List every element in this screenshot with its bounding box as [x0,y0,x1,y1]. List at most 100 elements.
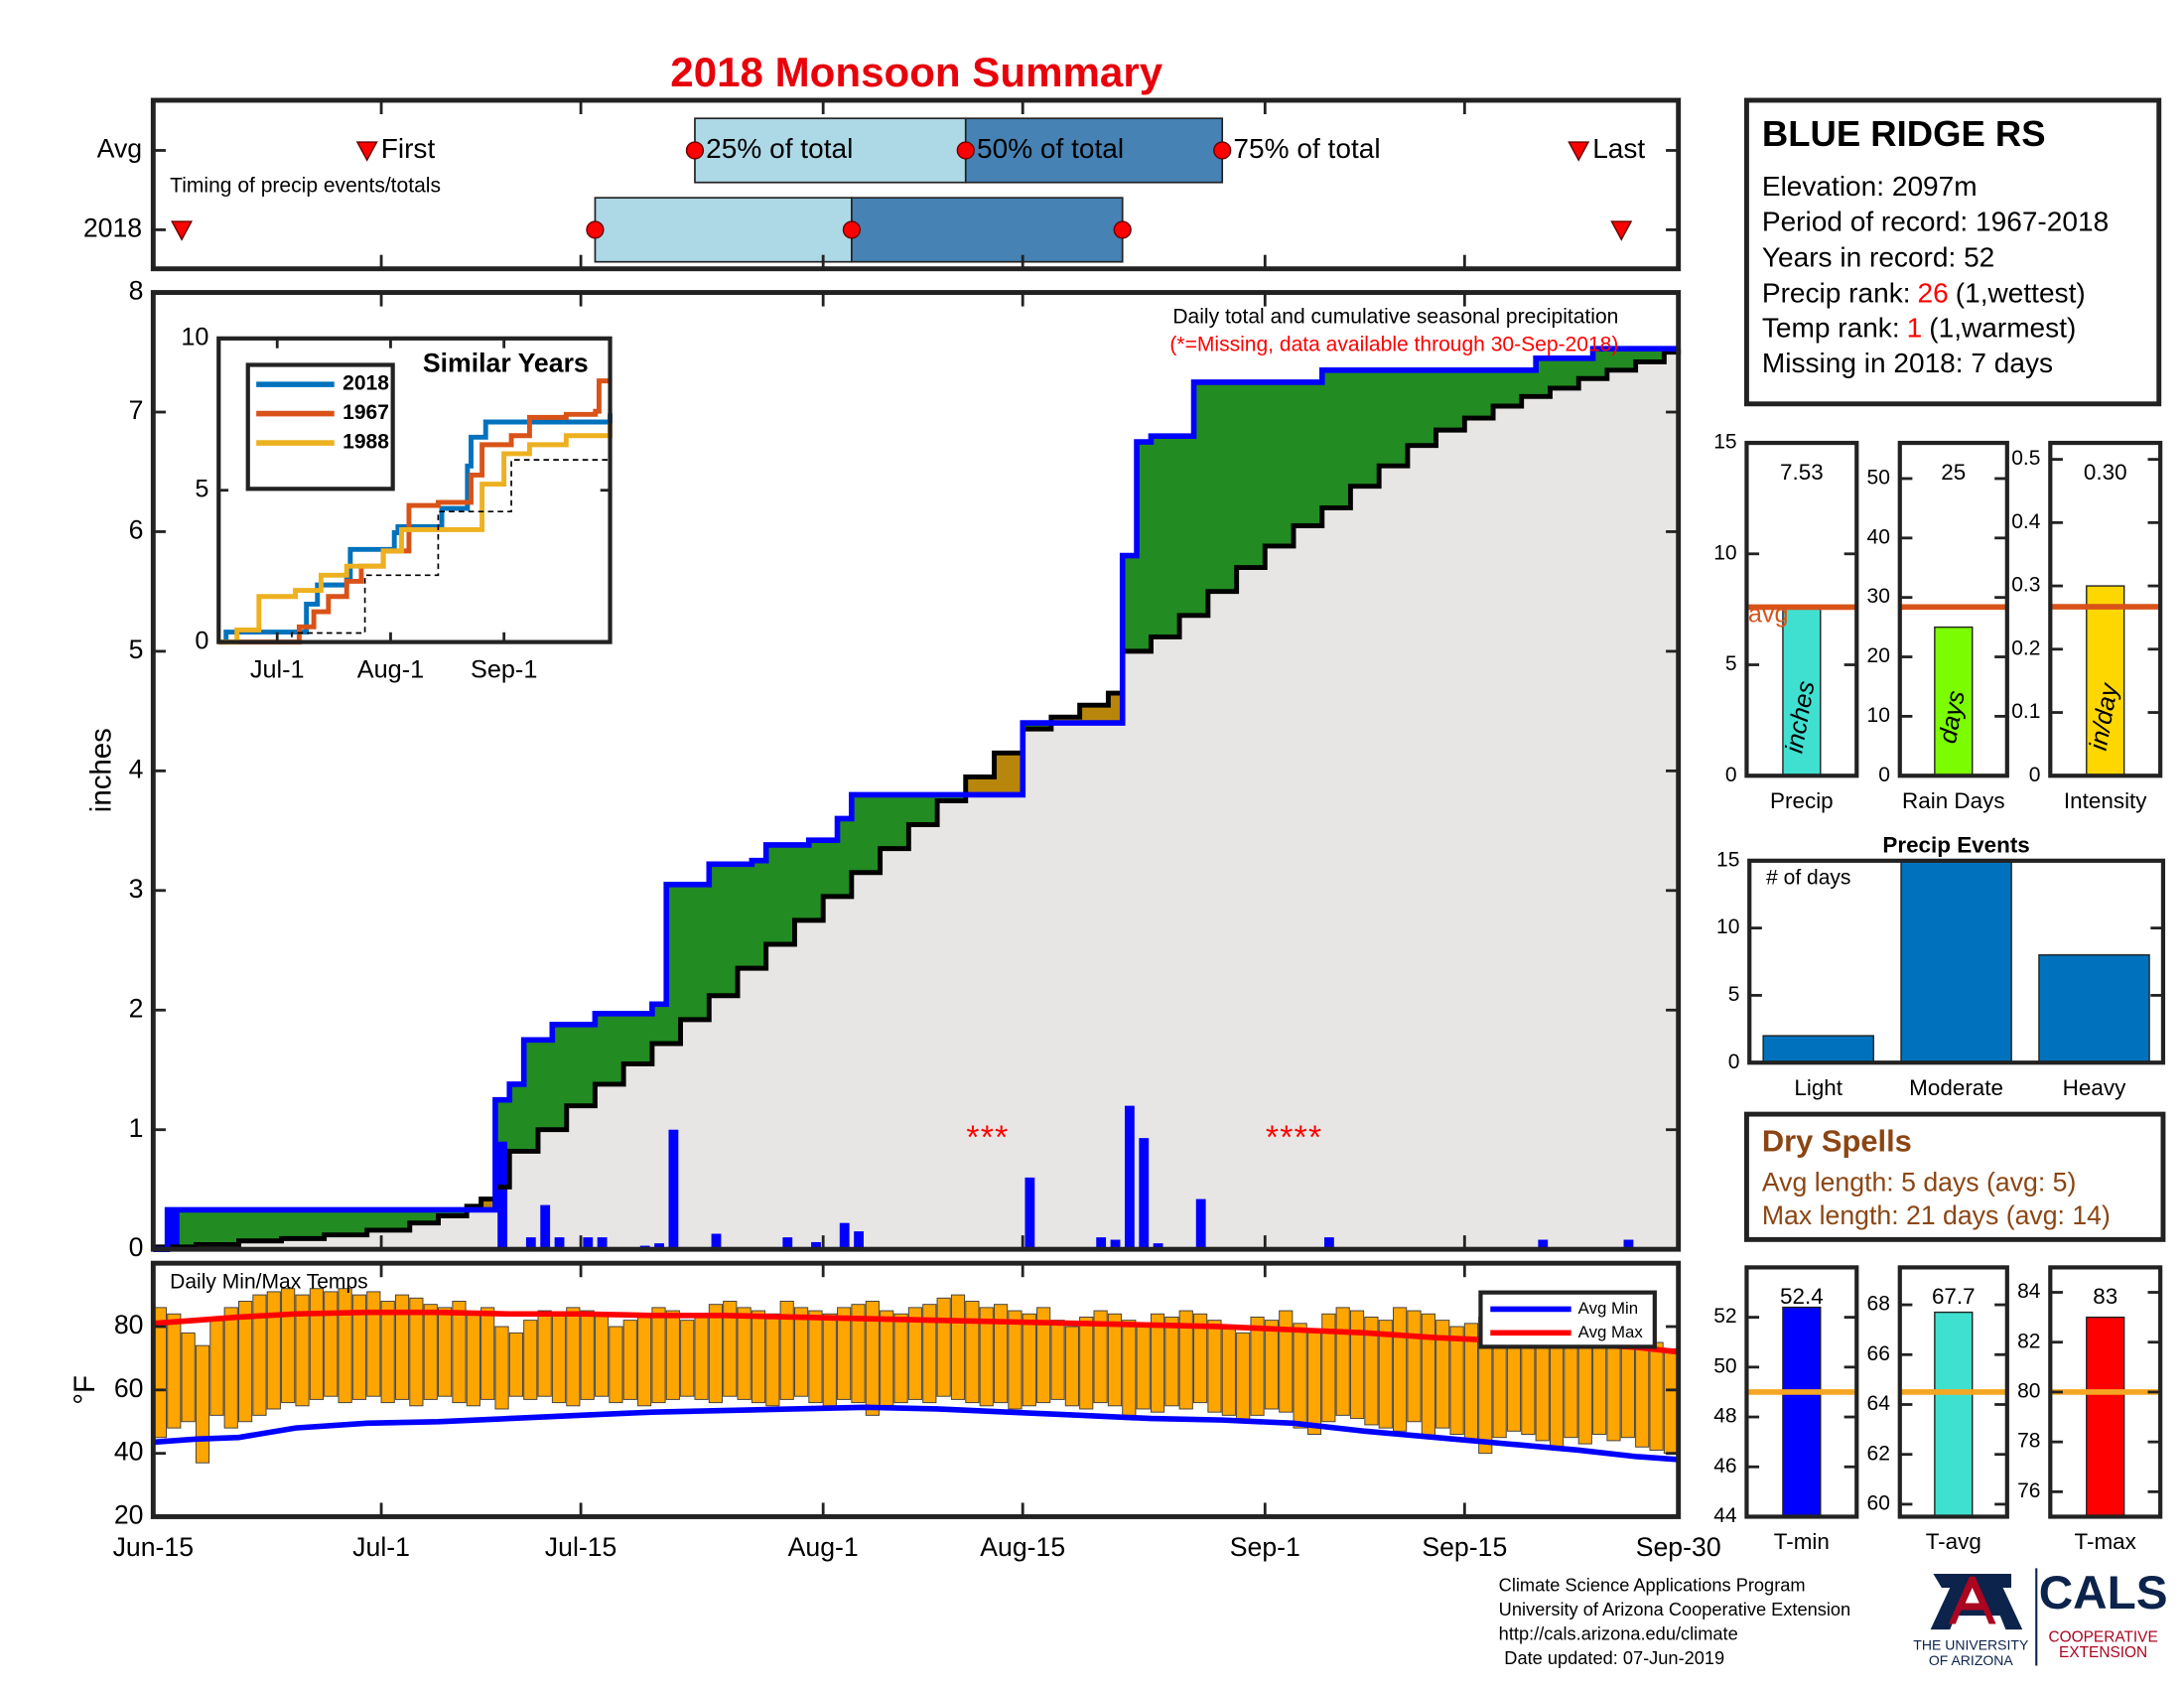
daily-bar [1153,1243,1163,1250]
y-tick-label: 0.1 [2011,700,2040,723]
temp-range-bar [1293,1323,1307,1429]
missing-marker: * [966,1119,979,1156]
rank-note: (1,wettest) [1956,278,2086,309]
y-tick-label: 5 [195,475,208,502]
temp-range-bar [324,1291,339,1397]
daily-bar [1323,1237,1334,1250]
daily-bar [811,1241,821,1250]
y-tick-label: 5 [1728,983,1740,1006]
station-name: BLUE RIDGE RS [1762,113,2046,154]
y-tick-label: 52 [1713,1305,1736,1328]
temp-range-bar [751,1310,766,1404]
y-tick-label: 0 [2029,764,2041,786]
temp-range-bar [779,1300,794,1400]
plot-frame [1897,1265,2009,1519]
temp-range-bar [281,1288,296,1404]
temp-range-bar [665,1310,680,1400]
row-label: 2018 [83,212,142,242]
temp-range-bar [694,1313,709,1400]
y-tick-label: 64 [1867,1392,1891,1415]
plot-frame [150,1260,1682,1519]
temp-range-bar [466,1313,480,1407]
category-label: Heavy [2063,1075,2126,1100]
y-tick-label: 15 [1713,431,1736,454]
y-tick-label: 0 [1725,764,1737,786]
temp-range-bar [438,1307,453,1397]
y-tick-label: 60 [1867,1491,1890,1514]
temp-range-bar [423,1304,438,1400]
panel-title: Daily Min/Max Temps [170,1270,367,1293]
temp-range-bar [979,1307,994,1407]
daily-bar [1110,1239,1121,1250]
value-label: 52.4 [1780,1284,1824,1309]
total-marker [586,220,605,239]
temp-range-bar [1364,1316,1379,1426]
y-tick-label: 5 [1725,652,1737,675]
missing-marker: * [1308,1119,1321,1156]
y-tick-label: 10 [1716,915,1739,938]
temp-range-bar [223,1307,238,1429]
y-tick-label: 40 [1867,525,1890,548]
value-label: 83 [2093,1284,2117,1309]
temp-range-bar [1207,1320,1222,1413]
temp-range-bar [209,1320,224,1416]
y-tick-label: 0 [195,627,208,654]
station-rank: Precip rank: 26 (1,wettest) [1762,278,2086,309]
similar-year-line [218,378,611,645]
y-tick-label: 46 [1713,1455,1736,1477]
y-tick-label: 6 [129,515,144,545]
y-tick-label: 8 [129,276,144,306]
temp-range-bar [1008,1310,1023,1410]
annotation: (*=Missing, data available through 30-Se… [1169,333,1618,355]
event-marker [1568,141,1590,162]
temp-range-bar [1064,1326,1079,1407]
similar-year-line [218,423,613,645]
logo-extension: COOPERATIVE [2048,1629,2157,1646]
y-tick-label: 10 [181,324,208,352]
temp-range-bar [252,1294,267,1416]
temp-range-bar [181,1332,196,1423]
temp-range-bar [851,1304,866,1404]
temp-range-bar [494,1326,509,1410]
daily-bar [1623,1239,1634,1250]
event-marker [171,220,194,241]
y-tick-label: 80 [2017,1380,2040,1403]
temp-range-bar [808,1310,823,1404]
y-tick-label: 76 [2017,1479,2040,1502]
daily-bar [1538,1239,1549,1250]
daily-bar [839,1222,850,1250]
chart-title: Precip Events [1882,833,2029,858]
value-label: 67.7 [1932,1284,1976,1309]
bar [1762,1035,1874,1063]
daily-bar [554,1237,565,1250]
temp-range-bar [1663,1347,1679,1455]
plot-frame [150,97,1682,272]
temp-range-bar [394,1294,410,1400]
bar [2086,1316,2125,1518]
daily-bar [668,1129,679,1250]
y-tick-label: 7 [129,395,144,425]
legend-label: 1988 [342,431,389,454]
value-label: 0.30 [2084,460,2127,485]
y-tick-label: 20 [1867,644,1890,667]
footer-line: University of Arizona Cooperative Extens… [1499,1599,1850,1619]
bar [1934,1311,1974,1518]
temp-range-bar [1136,1326,1151,1410]
plot-frame [1744,1265,1859,1519]
temp-range-bar [566,1307,581,1407]
quartile-box [594,197,853,263]
y-tick-label: 30 [1867,585,1890,608]
value-label: 25 [1941,460,1966,485]
y-tick-label: 1 [129,1113,144,1143]
station-box [1743,97,2162,407]
rank-value: 26 [1918,278,1949,309]
temp-range-bar [167,1313,182,1429]
total-marker [1213,141,1232,160]
temp-range-bar [950,1294,966,1400]
temp-range-bar [452,1300,467,1404]
dry-spells-line: Avg length: 5 days (avg: 5) [1762,1167,2076,1196]
annotation: Daily total and cumulative seasonal prec… [1172,305,1618,328]
category-label: Intensity [2064,788,2147,813]
temp-range-bar [1449,1326,1464,1435]
x-tick-label: Sep-30 [1636,1532,1721,1562]
